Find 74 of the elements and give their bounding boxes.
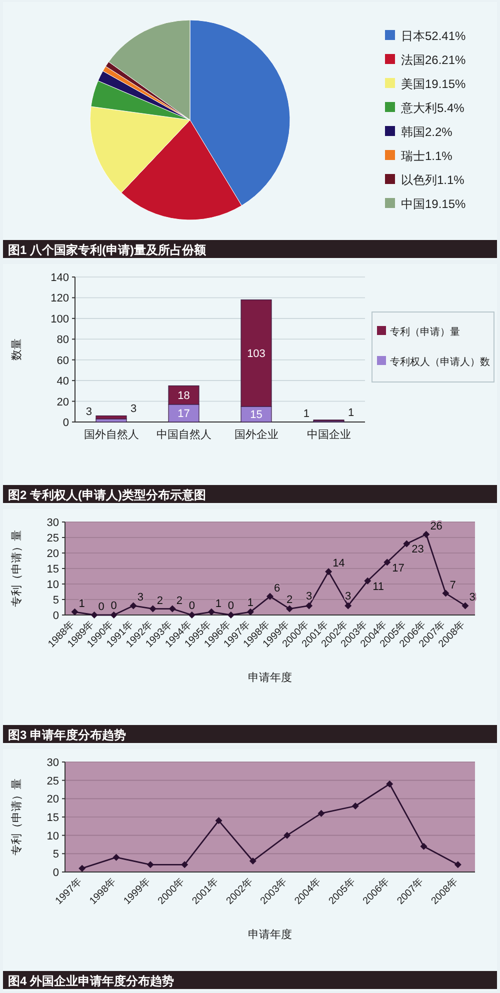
data-label: 18 (178, 390, 190, 402)
y-axis-title: 专利（申请）量 (10, 530, 23, 607)
data-label: 1 (247, 596, 254, 609)
data-label: 0 (98, 601, 104, 613)
data-label: 17 (178, 408, 190, 420)
x-tick-label: 国外企业 (234, 428, 278, 441)
x-axis-title: 申请年度 (248, 671, 292, 684)
data-label: 0 (188, 600, 195, 612)
data-label: 1 (348, 406, 354, 419)
y-tick-label: 30 (46, 757, 59, 769)
data-label: 17 (392, 562, 404, 574)
legend-label: 意大利5.4% (400, 101, 465, 115)
data-label: 3 (86, 406, 92, 418)
data-label: 6 (274, 582, 280, 594)
y-tick-label: 10 (46, 579, 59, 591)
data-label: 1 (215, 598, 222, 610)
y-tick-label: 5 (52, 848, 59, 861)
y-tick-label: 20 (46, 794, 59, 806)
data-label: 14 (332, 558, 345, 570)
y-tick-label: 120 (50, 292, 69, 305)
legend-label: 法国26.21% (401, 53, 466, 67)
text: 图2 专利权人(申请人)类型分布示意图 (8, 488, 206, 502)
y-tick-label: 15 (46, 812, 59, 824)
data-label: 11 (372, 580, 384, 593)
data-label: 23 (412, 544, 424, 556)
data-label: 3 (137, 592, 144, 604)
data-label: 3 (130, 402, 137, 415)
legend-label: 专利（申请）量 (390, 326, 460, 338)
data-label: 0 (228, 600, 234, 612)
data-label: 103 (247, 348, 266, 360)
data-label: 7 (450, 579, 456, 592)
y-tick-label: 25 (46, 532, 59, 544)
data-label: 2 (286, 594, 293, 606)
data-label: 2 (156, 594, 163, 607)
x-tick-label: 国外自然人 (84, 429, 139, 441)
data-label: 3 (306, 590, 312, 603)
y-tick-label: 20 (56, 396, 69, 408)
y-tick-label: 15 (46, 564, 59, 576)
text: 图4 外国企业申请年度分布趋势 (8, 974, 174, 988)
y-tick-label: 30 (46, 517, 59, 529)
y-tick-label: 140 (50, 272, 69, 284)
y-tick-label: 25 (46, 775, 59, 788)
y-axis-title: 专利（申请）量 (10, 778, 23, 856)
y-tick-label: 20 (46, 548, 59, 560)
data-label: 0 (110, 600, 117, 612)
data-label: 2 (176, 594, 183, 607)
y-tick-label: 100 (50, 313, 69, 326)
legend-label: 专利权人（申请人）数 (390, 356, 490, 368)
data-label: 3 (469, 592, 476, 604)
y-tick-label: 5 (52, 594, 59, 606)
text: 图1 八个国家专利(申请)量及所占份额 (8, 243, 207, 257)
x-axis-title: 申请年度 (248, 928, 292, 941)
legend-label: 中国19.15% (401, 197, 466, 211)
legend-label: 韩国2.2% (401, 125, 453, 139)
data-label: 26 (430, 520, 442, 532)
y-tick-label: 40 (56, 376, 69, 388)
data-label: 1 (78, 598, 85, 610)
y-tick-label: 0 (52, 610, 59, 622)
data-label: 15 (250, 409, 262, 422)
y-axis-title: 数量 (11, 338, 23, 360)
y-tick-label: 60 (56, 354, 69, 367)
legend-label: 美国19.15% (401, 77, 466, 91)
legend-label: 日本52.41% (401, 29, 466, 43)
data-label: 3 (345, 590, 352, 603)
y-tick-label: 80 (56, 334, 69, 346)
x-tick-label: 中国自然人 (156, 428, 212, 441)
legend-label: 瑞士1.1% (401, 149, 453, 163)
data-label: 1 (303, 408, 310, 420)
x-tick-label: 中国企业 (306, 428, 351, 441)
y-tick-label: 0 (62, 417, 69, 429)
legend-label: 以色列1.1% (401, 173, 465, 187)
y-tick-label: 0 (52, 867, 59, 879)
y-tick-label: 10 (46, 830, 59, 842)
text: 图3 申请年度分布趋势 (8, 728, 126, 742)
